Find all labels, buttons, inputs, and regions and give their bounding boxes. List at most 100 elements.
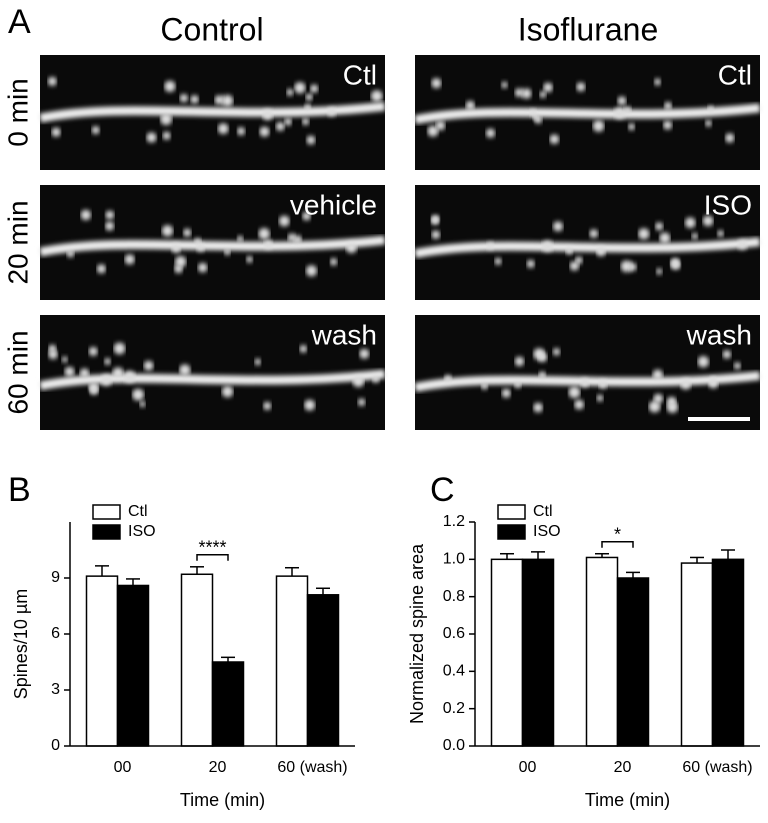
spine [132, 388, 145, 401]
spine [656, 268, 663, 275]
bar [711, 558, 745, 747]
legend-label: ISO [533, 523, 561, 540]
spine [526, 259, 535, 268]
spine [549, 134, 560, 145]
spine [254, 358, 262, 366]
spine [533, 402, 543, 413]
spine [194, 238, 202, 246]
significance-label: * [614, 524, 621, 544]
bar [521, 558, 555, 747]
legend-swatch [92, 504, 121, 520]
spine [139, 401, 146, 408]
spine [236, 235, 244, 243]
dendrite [39, 369, 386, 391]
spine [217, 123, 229, 135]
legend-swatch [92, 524, 121, 540]
spine [171, 243, 181, 254]
spine [431, 230, 441, 239]
spine [596, 394, 604, 402]
spine [293, 235, 302, 244]
spine [431, 78, 442, 89]
row-label: 60 min [2, 330, 33, 414]
spine [284, 117, 292, 126]
spine [197, 262, 208, 273]
image-label: wash [686, 319, 752, 350]
y-tick-label: 6 [51, 625, 60, 642]
dendrite [39, 235, 386, 257]
spine [652, 369, 664, 381]
spine [670, 259, 681, 270]
spine [146, 132, 157, 143]
spine [299, 345, 308, 353]
spine [653, 393, 664, 404]
panel-letter: C [430, 471, 455, 509]
spine [568, 386, 581, 399]
column-title: Isoflurane [518, 11, 659, 47]
spine [278, 215, 290, 227]
spine [88, 346, 98, 356]
spine [79, 368, 90, 378]
spine [539, 91, 547, 98]
spine [617, 96, 627, 106]
spine [66, 250, 75, 258]
spine [552, 221, 564, 232]
spine [359, 348, 370, 359]
spine [533, 348, 545, 360]
spine [221, 94, 234, 107]
spine [164, 80, 176, 92]
spine [659, 232, 671, 244]
legend-label: Ctl [128, 503, 148, 520]
spine [221, 385, 234, 398]
x-tick-label: 00 [114, 759, 132, 776]
y-tick-label: 0.8 [443, 588, 465, 605]
spine [589, 229, 599, 238]
spine [162, 131, 171, 140]
dendrite [414, 371, 761, 392]
spine [514, 380, 522, 389]
spine [655, 222, 664, 231]
spine [174, 255, 187, 268]
spine [112, 367, 124, 379]
spine [327, 107, 337, 117]
spine [722, 350, 732, 359]
spine [430, 216, 439, 225]
spine [262, 109, 273, 121]
spine [427, 125, 439, 137]
spine [91, 126, 100, 135]
spine [702, 215, 714, 227]
image-label: ISO [704, 189, 752, 220]
spine [521, 88, 532, 99]
spine [648, 400, 661, 413]
spine [654, 78, 662, 86]
spine [565, 246, 574, 255]
spine [183, 228, 192, 237]
spine [160, 113, 173, 126]
spine [435, 120, 446, 131]
spine [737, 239, 748, 250]
row-label: 20 min [2, 200, 33, 284]
spine [580, 378, 590, 388]
dendrite [414, 103, 761, 125]
spine [113, 342, 126, 355]
spine [64, 366, 75, 377]
spine [480, 382, 489, 390]
spine [691, 232, 699, 240]
spine [301, 117, 310, 126]
spine [529, 109, 537, 117]
x-tick-label: 20 [614, 759, 632, 776]
spine [179, 93, 189, 103]
spine [552, 348, 561, 356]
spine [304, 103, 312, 111]
spine [697, 356, 709, 368]
spine [304, 399, 316, 411]
x-tick-label: 60 (wash) [277, 759, 347, 776]
legend-swatch [497, 504, 526, 520]
bar [585, 556, 619, 747]
spine [574, 399, 585, 410]
spine [628, 262, 637, 272]
spine [345, 241, 357, 254]
spine [486, 242, 495, 250]
spine [196, 243, 206, 252]
spine [51, 127, 61, 137]
spine [680, 378, 692, 390]
